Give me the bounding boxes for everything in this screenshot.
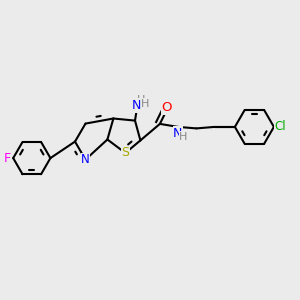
Text: F: F (4, 152, 11, 165)
Text: S: S (122, 146, 129, 160)
Text: O: O (161, 101, 172, 115)
Text: N: N (173, 127, 183, 140)
Text: H: H (141, 98, 150, 109)
Text: N: N (81, 153, 90, 166)
Text: Cl: Cl (275, 120, 286, 134)
Text: H: H (179, 131, 188, 142)
Text: H: H (137, 94, 145, 105)
Text: N: N (132, 99, 141, 112)
